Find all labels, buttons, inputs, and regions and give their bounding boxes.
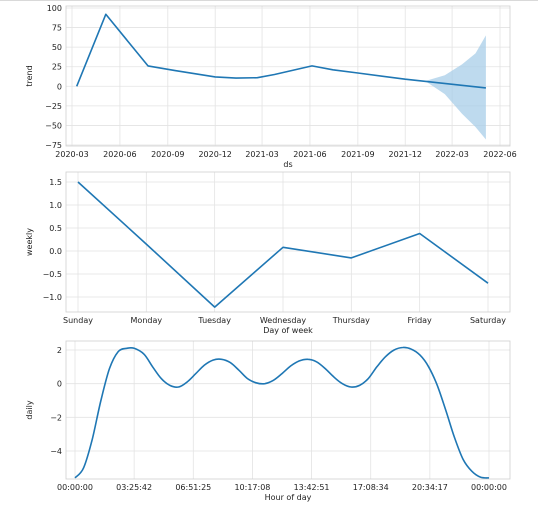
plot-frame-trend <box>65 5 511 147</box>
x-tick-label: 2021-06 <box>293 150 326 159</box>
trend-series-line <box>75 13 486 89</box>
x-tick-label: 13:42:51 <box>294 483 330 492</box>
x-tick-label: 2021-12 <box>389 150 422 159</box>
y-tick-label: 100 <box>47 4 62 13</box>
x-tick-label: Saturday <box>470 316 506 325</box>
x-tick-label: Friday <box>408 316 433 325</box>
x-tick-label: 17:08:34 <box>353 483 389 492</box>
y-axis-label: daily <box>25 400 34 419</box>
x-tick-label: 2020-03 <box>55 150 88 159</box>
y-tick-label: 1.5 <box>49 178 62 187</box>
plot-area-weekly <box>66 172 510 312</box>
plot-frame-daily <box>65 340 511 480</box>
x-tick-label: Tuesday <box>197 316 231 325</box>
y-tick-label: −75 <box>45 141 62 150</box>
x-tick-label: 2020-06 <box>103 150 136 159</box>
y-tick-label: −0.5 <box>43 270 62 279</box>
x-tick-label: Monday <box>131 316 163 325</box>
x-tick-label: Thursday <box>332 316 370 325</box>
y-axis-label: trend <box>25 65 34 86</box>
x-tick-label: 06:51:25 <box>175 483 211 492</box>
x-axis-label: Hour of day <box>265 493 312 502</box>
x-axis-label: ds <box>283 160 292 169</box>
y-tick-label: 0.0 <box>49 247 62 256</box>
y-tick-label: 25 <box>52 63 62 72</box>
plot-frame-weekly <box>65 171 511 313</box>
y-tick-label: 75 <box>52 24 62 33</box>
x-tick-label: 2022-03 <box>435 150 468 159</box>
window-top-border <box>0 0 538 1</box>
y-tick-label: −4 <box>50 447 62 456</box>
uncertainty-band <box>426 35 486 140</box>
y-tick-label: 0.5 <box>49 224 62 233</box>
x-tick-label: 2020-09 <box>151 150 184 159</box>
y-tick-label: 2 <box>57 346 62 355</box>
y-tick-label: 50 <box>52 43 62 52</box>
x-tick-label: 03:25:42 <box>116 483 152 492</box>
x-tick-label: 00:00:00 <box>57 483 93 492</box>
y-tick-label: 1.0 <box>49 201 62 210</box>
weekly-series-line <box>77 181 489 308</box>
plot-area-trend <box>66 6 510 146</box>
plot-area-daily <box>66 341 510 479</box>
y-tick-label: −1.0 <box>43 293 62 302</box>
y-tick-label: −2 <box>50 413 62 422</box>
x-tick-label: 10:17:08 <box>234 483 270 492</box>
x-tick-label: 2020-12 <box>198 150 231 159</box>
x-tick-label: 2022-06 <box>483 150 516 159</box>
y-tick-label: 0 <box>57 82 62 91</box>
y-tick-label: −25 <box>45 102 62 111</box>
daily-series-line <box>74 346 490 479</box>
y-tick-label: 0 <box>57 380 62 389</box>
x-tick-label: 2021-03 <box>245 150 278 159</box>
x-tick-label: Wednesday <box>260 316 307 325</box>
x-tick-label: 00:00:00 <box>471 483 507 492</box>
x-tick-label: 20:34:17 <box>412 483 448 492</box>
x-tick-label: Sunday <box>63 316 93 325</box>
x-tick-label: 2021-09 <box>341 150 374 159</box>
x-axis-label: Day of week <box>263 326 313 335</box>
y-tick-label: −50 <box>45 121 62 130</box>
y-axis-label: weekly <box>25 228 34 256</box>
